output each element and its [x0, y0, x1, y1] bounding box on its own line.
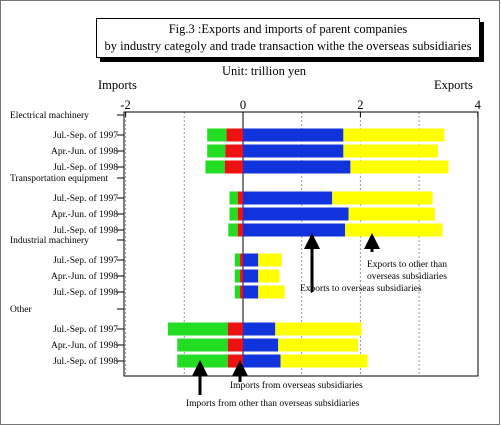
- arrow-imports-other-head: [192, 360, 208, 376]
- bar-exports-other: [280, 354, 368, 368]
- bar-imports-other: [229, 191, 238, 205]
- x-tick-label: 4: [475, 98, 482, 112]
- arrow-exports-subsidiaries-head: [304, 233, 320, 249]
- bar-exports-subsidiaries: [243, 207, 349, 221]
- annotation-exports-subsidiaries: Exports to overseas subsidiaries: [300, 284, 422, 294]
- annotation-imports-other: Imports from other than overseas subsidi…: [186, 398, 360, 409]
- bar-imports-other: [234, 253, 241, 267]
- bar-imports-subsidiaries: [227, 338, 243, 352]
- x-tick-label: 0: [240, 98, 246, 112]
- annotation-exports-other-line1: Exports to other than: [367, 260, 447, 270]
- bar-exports-other: [278, 338, 359, 352]
- bar-exports-other: [258, 285, 285, 299]
- row-label: Apr.-Jun. of 1998: [51, 146, 118, 157]
- bar-exports-subsidiaries: [243, 144, 344, 158]
- arrow-imports-subsidiaries-head: [232, 360, 248, 376]
- bar-imports-other: [234, 285, 241, 299]
- bar-imports-subsidiaries: [240, 253, 243, 267]
- bar-imports-subsidiaries: [225, 144, 243, 158]
- bar-imports-other: [207, 144, 226, 158]
- bar-imports-other: [167, 322, 228, 336]
- row-label: Jul.-Sep. of 1997: [53, 255, 118, 266]
- bar-exports-subsidiaries: [243, 354, 281, 368]
- annotation-exports-other-line2: overseas subsidiaries: [367, 272, 447, 282]
- x-tick-label: 2: [357, 98, 363, 112]
- row-label: Jul.-Sep. of 1998: [53, 287, 118, 298]
- bar-imports-subsidiaries: [237, 223, 243, 237]
- bar-exports-other: [258, 269, 280, 283]
- row-label: Jul.-Sep. of 1997: [53, 324, 118, 335]
- row-label: Jul.-Sep. of 1998: [53, 356, 118, 367]
- bar-imports-other: [228, 223, 238, 237]
- bar-imports-subsidiaries: [237, 207, 243, 221]
- bar-exports-subsidiaries: [243, 253, 259, 267]
- bar-imports-subsidiaries: [224, 160, 243, 174]
- bar-exports-other: [345, 223, 443, 237]
- bar-imports-other: [205, 160, 225, 174]
- group-label: Industrial machinery: [10, 236, 89, 246]
- group-label: Electrical machinery: [10, 111, 89, 121]
- row-label: Apr.-Jun. of 1998: [51, 209, 118, 220]
- bar-imports-other: [177, 338, 228, 352]
- bar-exports-other: [343, 144, 438, 158]
- plot-area-frame: [123, 111, 479, 377]
- bar-exports-other: [350, 160, 449, 174]
- annotation-imports-subsidiaries: Imports from overseas subsidiaries: [230, 380, 363, 391]
- imports-side-label: Imports: [98, 78, 137, 92]
- row-label: Jul.-Sep. of 1997: [53, 193, 118, 204]
- bar-exports-subsidiaries: [243, 160, 351, 174]
- bar-exports-other: [258, 253, 282, 267]
- row-label: Jul.-Sep. of 1998: [53, 162, 118, 173]
- row-label: Jul.-Sep. of 1998: [53, 225, 118, 236]
- bar-exports-other: [332, 191, 433, 205]
- bar-imports-other: [207, 128, 227, 142]
- bar-exports-subsidiaries: [243, 128, 344, 142]
- bar-exports-subsidiaries: [243, 338, 279, 352]
- bar-imports-other: [234, 269, 241, 283]
- bar-imports-subsidiaries: [240, 285, 243, 299]
- bar-imports-subsidiaries: [226, 128, 243, 142]
- chart-title-line-2: by industry categoly and trade transacti…: [104, 39, 472, 53]
- bar-imports-subsidiaries: [240, 269, 243, 283]
- row-label: Apr.-Jun. of 1998: [51, 271, 118, 282]
- bar-exports-other: [275, 322, 362, 336]
- bar-exports-subsidiaries: [243, 269, 259, 283]
- bar-imports-other: [177, 354, 228, 368]
- chart-title-box: Fig.3 :Exports and imports of parent com…: [96, 18, 480, 58]
- exports-side-label: Exports: [434, 78, 473, 92]
- bar-exports-subsidiaries: [243, 191, 333, 205]
- unit-label: Unit: trillion yen: [222, 64, 307, 78]
- row-label: Apr.-Jun. of 1998: [51, 340, 118, 351]
- bar-imports-subsidiaries: [237, 191, 243, 205]
- x-tick-label: -2: [120, 98, 130, 112]
- bar-exports-subsidiaries: [243, 285, 259, 299]
- bar-exports-subsidiaries: [243, 223, 346, 237]
- bar-exports-other: [343, 128, 445, 142]
- bar-imports-other: [229, 207, 238, 221]
- bar-exports-other: [348, 207, 435, 221]
- arrow-exports-other-head: [364, 233, 380, 249]
- group-label: Transportation equipment: [10, 174, 108, 184]
- bar-exports-subsidiaries: [243, 322, 276, 336]
- bar-imports-subsidiaries: [227, 322, 243, 336]
- row-label: Jul.-Sep. of 1997: [53, 130, 118, 141]
- chart-title-line-1: Fig.3 :Exports and imports of parent com…: [168, 22, 408, 36]
- group-label: Other: [10, 305, 32, 315]
